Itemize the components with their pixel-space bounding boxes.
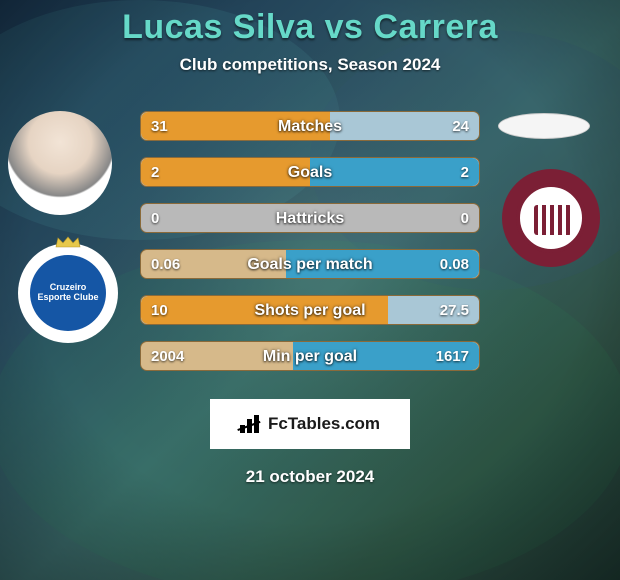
stat-bar: 0.06Goals per match0.08 xyxy=(140,249,480,279)
club-left-badge: Cruzeiro Esporte Clube xyxy=(18,243,118,343)
footer-date: 21 october 2024 xyxy=(0,467,620,487)
stat-bar: 0Hattricks0 xyxy=(140,203,480,233)
crown-icon xyxy=(54,235,82,249)
stat-bar: 2004Min per goal1617 xyxy=(140,341,480,371)
barchart-icon xyxy=(240,415,262,433)
brand-badge: FcTables.com xyxy=(210,399,410,449)
stat-bar: 10Shots per goal27.5 xyxy=(140,295,480,325)
brand-text: FcTables.com xyxy=(268,414,380,434)
comparison-arena: Cruzeiro Esporte Clube 31Matches24 2Goals… xyxy=(0,111,620,381)
player-left-avatar xyxy=(8,111,112,215)
comparison-bars: 31Matches24 2Goals2 0Hattricks0 0.06Goals p… xyxy=(140,111,480,387)
subtitle: Club competitions, Season 2024 xyxy=(0,55,620,75)
club-right-inner xyxy=(516,183,586,253)
club-left-name: Cruzeiro Esporte Clube xyxy=(30,255,106,331)
club-right-badge xyxy=(502,169,600,267)
stat-bar: 2Goals2 xyxy=(140,157,480,187)
stat-bar: 31Matches24 xyxy=(140,111,480,141)
club-right-stripes xyxy=(534,205,572,235)
page-title: Lucas Silva vs Carrera xyxy=(0,8,620,47)
player-right-avatar xyxy=(498,113,590,139)
